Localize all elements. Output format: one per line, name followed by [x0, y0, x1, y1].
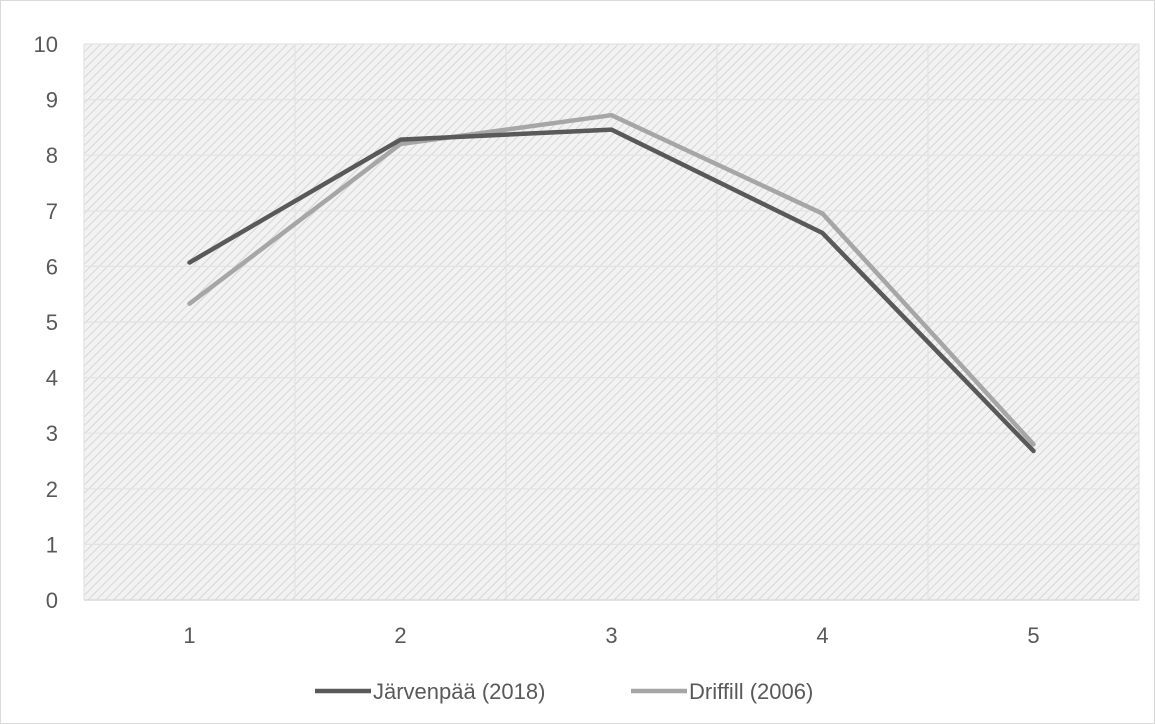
y-tick-label: 3 [46, 421, 58, 446]
y-tick-label: 2 [46, 477, 58, 502]
y-tick-label: 4 [46, 366, 58, 391]
y-tick-label: 8 [46, 143, 58, 168]
legend-label: Driffill (2006) [689, 679, 813, 704]
x-tick-label: 5 [1027, 623, 1039, 648]
y-tick-label: 0 [46, 588, 58, 613]
y-tick-label: 7 [46, 199, 58, 224]
legend: Järvenpää (2018) Driffill (2006) [315, 679, 813, 704]
x-axis-ticks: 1 2 3 4 5 [183, 623, 1039, 648]
y-axis-ticks: 0 1 2 3 4 5 6 7 8 9 10 [34, 32, 58, 613]
y-tick-label: 6 [46, 254, 58, 279]
y-tick-label: 10 [34, 32, 58, 57]
x-tick-label: 1 [183, 623, 195, 648]
y-tick-label: 5 [46, 310, 58, 335]
series-lines [187, 112, 1036, 454]
x-tick-label: 4 [816, 623, 828, 648]
y-tick-label: 1 [46, 532, 58, 557]
x-tick-label: 2 [394, 623, 406, 648]
legend-label: Järvenpää (2018) [373, 679, 545, 704]
x-tick-label: 3 [605, 623, 617, 648]
y-tick-label: 9 [46, 88, 58, 113]
